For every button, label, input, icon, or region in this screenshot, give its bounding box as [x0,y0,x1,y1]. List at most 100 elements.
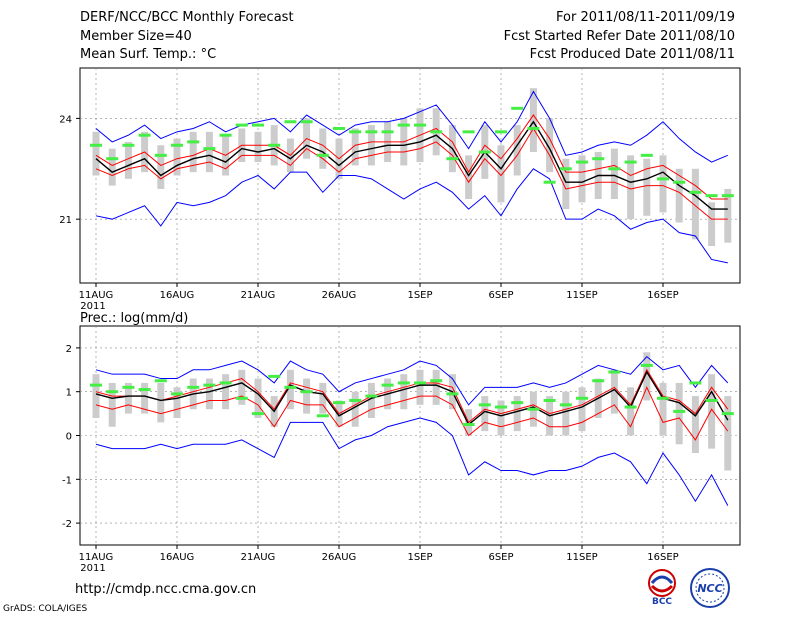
temp-year-label: 2011 [80,301,105,312]
temp-spread-bar [675,168,683,223]
temp-spread-bar [173,138,181,176]
prec-xtick-label: 11SEP [566,552,597,563]
temp-spread-bar [627,155,635,220]
source-url[interactable]: http://cmdp.ncc.cma.gov.cn [75,582,257,597]
prec-spread-bar [124,382,132,414]
prec-spread-bar [400,374,408,410]
temp-xtick-label: 6SEP [488,290,513,301]
temp-series-upper [95,114,728,200]
temp-spread-bar [319,128,327,169]
chart-title: DERF/NCC/BCC Monthly Forecast [80,10,294,25]
prec-series-mean [95,370,729,426]
prec-spread-bar [303,378,311,414]
temp-spread-bar [254,131,262,163]
prec-spread-bar [708,374,716,449]
temp-xtick-label: 11SEP [566,290,597,301]
prec-spread-bar [367,382,375,418]
prec-xtick-label: 1SEP [407,552,432,563]
variable-label-temp: Mean Surf. Temp.: °C [80,47,217,62]
prec-spread-bar [610,369,618,414]
temp-spread-bar [546,118,554,173]
temp-spread-bar [92,131,100,176]
temp-ytick-label: 24 [59,114,72,125]
temp-xtick-label: 26AUG [322,290,357,301]
prec-spread-bar [205,378,213,410]
ncc-logo-text: NCC [697,582,722,595]
prec-year-label: 2011 [80,563,105,574]
prec-series-lower [95,386,729,441]
prec-xtick-label: 16AUG [160,552,195,563]
temp-spread-bar [124,141,132,179]
prec-xtick-label: 26AUG [322,552,357,563]
prec-xtick-label: 16SEP [647,552,678,563]
prec-spread-bar [432,369,440,405]
prec-spread-bar [675,382,683,445]
prec-spread-bar [578,387,586,432]
temp-spread-bar [659,155,667,213]
prec-spread-bar [513,396,521,432]
prec-spread-bar [691,396,699,454]
temp-spread-bar [691,168,699,240]
temp-spread-bar [513,125,521,176]
temp-spread-bar [610,148,618,200]
prec-spread-bar [627,387,635,436]
temp-ytick-label: 21 [59,215,72,226]
temp-series-max [95,90,728,163]
prec-series-min [95,417,729,506]
prec-spread-bar [319,382,327,414]
forecast-produced-date: Fcst Produced Date 2011/08/11 [529,47,735,62]
prec-ytick-label: 2 [66,344,72,355]
prec-spread-bar [659,382,667,436]
prec-spread-bar [497,400,505,436]
temp-spread-bar [189,131,197,173]
temp-xtick-label: 11AUG [79,290,114,301]
prec-xtick-label: 11AUG [79,552,114,563]
prec-xtick-label: 6SEP [488,552,513,563]
prec-spread-bar [238,369,246,405]
prec-spread-bar [351,391,359,427]
prec-xtick-label: 21AUG [241,552,276,563]
temp-spread-bar [562,158,570,210]
prec-spread-bar [108,382,116,427]
temp-plot-frame [79,67,741,284]
temp-xtick-label: 16AUG [160,290,195,301]
prec-spread-bar [643,352,651,401]
temp-spread-bar [497,145,505,203]
temp-spread-bar [708,202,716,247]
prec-spread-bar [562,391,570,436]
prec-spread-bar [724,396,732,471]
prec-spread-bar [286,369,294,410]
prec-series-upper [95,368,729,424]
prec-spread-bar [254,378,262,418]
member-size: Member Size=40 [80,29,192,44]
temp-xtick-label: 21AUG [241,290,276,301]
temp-xtick-label: 16SEP [647,290,678,301]
temp-series-lower [95,127,728,220]
temp-series-min [95,168,728,264]
temp-spread-bar [529,88,537,152]
temp-spread-bar [205,131,213,173]
temp-xtick-label: 1SEP [407,290,432,301]
forecast-range: For 2011/08/11-2011/09/19 [556,10,735,25]
prec-spread-bar [481,396,489,432]
ncc-logo: NCC [690,568,730,608]
prec-ytick-label: -1 [62,475,72,486]
prec-spread-bar [173,387,181,418]
temp-spread-bar [643,158,651,216]
temp-spread-bar [724,188,732,243]
temp-spread-bar [351,128,359,166]
prec-spread-bar [157,382,165,423]
prec-spread-bar [222,374,230,410]
prec-ytick-label: 1 [66,388,72,399]
temp-series-mean [95,120,728,210]
prec-spread-bar [141,382,149,414]
grads-credit: GrADS: COLA/IGES [3,604,88,614]
temp-spread-bar [157,145,165,189]
prec-ytick-label: 0 [66,432,72,443]
temp-spread-bar [465,155,473,200]
temp-spread-bar [108,148,116,186]
bcc-logo-text: BCC [652,597,672,606]
prec-spread-bar [92,374,100,418]
temp-spread-bar [578,155,586,203]
